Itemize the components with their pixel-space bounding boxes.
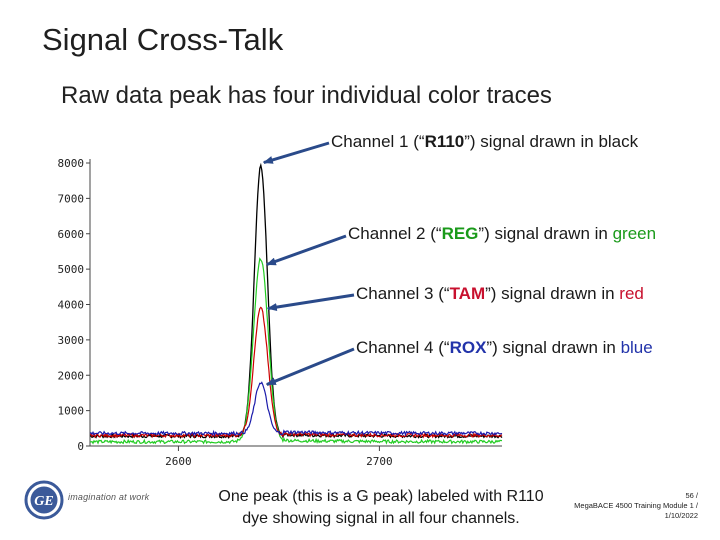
callout-1-dye: R110 bbox=[424, 132, 465, 151]
callout-arrow-4 bbox=[265, 347, 355, 386]
x-tick-label: 2600 bbox=[165, 455, 192, 468]
callout-3-post: ”) signal drawn in bbox=[485, 284, 620, 303]
callout-1-color: black bbox=[598, 132, 639, 151]
y-tick-label: 4000 bbox=[58, 299, 85, 312]
callout-arrow-2 bbox=[265, 234, 347, 266]
chart-traces bbox=[89, 162, 503, 445]
chart-axes: 0 1000 2000 3000 4000 5000 6000 7000 8000 2600 270… bbox=[58, 157, 502, 468]
callout-channel-2: Channel 2 (“REG”) signal drawn in green bbox=[348, 224, 656, 244]
callout-4-post: ”) signal drawn in bbox=[486, 338, 621, 357]
callout-3-color: red bbox=[619, 284, 644, 303]
trace-channel-2 bbox=[89, 257, 503, 445]
callout-1-pre: Channel 1 (“ bbox=[331, 132, 425, 151]
callout-4-pre: Channel 4 (“ bbox=[356, 338, 450, 357]
y-tick-label: 3000 bbox=[58, 334, 85, 347]
x-tick-label: 2700 bbox=[366, 455, 393, 468]
callout-arrows bbox=[262, 141, 355, 386]
logo-text: GE bbox=[34, 494, 53, 509]
callout-4-dye: ROX bbox=[449, 338, 487, 357]
footer-module: MegaBACE 4500 Training Module 1 / bbox=[574, 501, 698, 510]
callout-2-dye: REG bbox=[441, 224, 479, 243]
callout-channel-4: Channel 4 (“ROX”) signal drawn in blue bbox=[356, 338, 653, 358]
callout-4-color: blue bbox=[620, 338, 653, 357]
callout-arrow-1 bbox=[262, 141, 330, 164]
slide-subtitle: Raw data peak has four individual color … bbox=[61, 82, 552, 109]
trace-channel-4 bbox=[89, 381, 503, 437]
slide-caption: One peak (this is a G peak) labeled with… bbox=[218, 488, 544, 527]
callout-channel-1: Channel 1 (“R110”) signal drawn in black bbox=[331, 132, 638, 152]
slide-title: Signal Cross-Talk bbox=[42, 22, 284, 57]
footer-page: 56 / bbox=[685, 491, 698, 500]
y-tick-label: 8000 bbox=[58, 157, 85, 170]
callout-2-color: green bbox=[612, 224, 657, 243]
y-tick-label: 2000 bbox=[58, 369, 85, 382]
y-tick-label: 0 bbox=[77, 440, 84, 453]
callout-3-dye: TAM bbox=[449, 284, 486, 303]
y-tick-label: 1000 bbox=[58, 405, 85, 418]
logo-tagline: imagination at work bbox=[68, 492, 150, 502]
callout-channel-3: Channel 3 (“TAM”) signal drawn in red bbox=[356, 284, 644, 304]
y-tick-label: 5000 bbox=[58, 263, 85, 276]
callout-arrow-3 bbox=[266, 293, 355, 312]
callout-1-post: ”) signal drawn in bbox=[464, 132, 599, 151]
y-tick-label: 6000 bbox=[58, 228, 85, 241]
callout-2-pre: Channel 2 (“ bbox=[348, 224, 442, 243]
footer-date: 1/10/2022 bbox=[664, 511, 698, 520]
trace-channel-3 bbox=[89, 306, 503, 439]
ge-logo-icon: GE bbox=[24, 480, 64, 520]
callout-2-post: ”) signal drawn in bbox=[478, 224, 613, 243]
callout-3-pre: Channel 3 (“ bbox=[356, 284, 450, 303]
y-tick-label: 7000 bbox=[58, 192, 85, 205]
footer-info: 56 / MegaBACE 4500 Training Module 1 / 1… bbox=[540, 491, 698, 521]
